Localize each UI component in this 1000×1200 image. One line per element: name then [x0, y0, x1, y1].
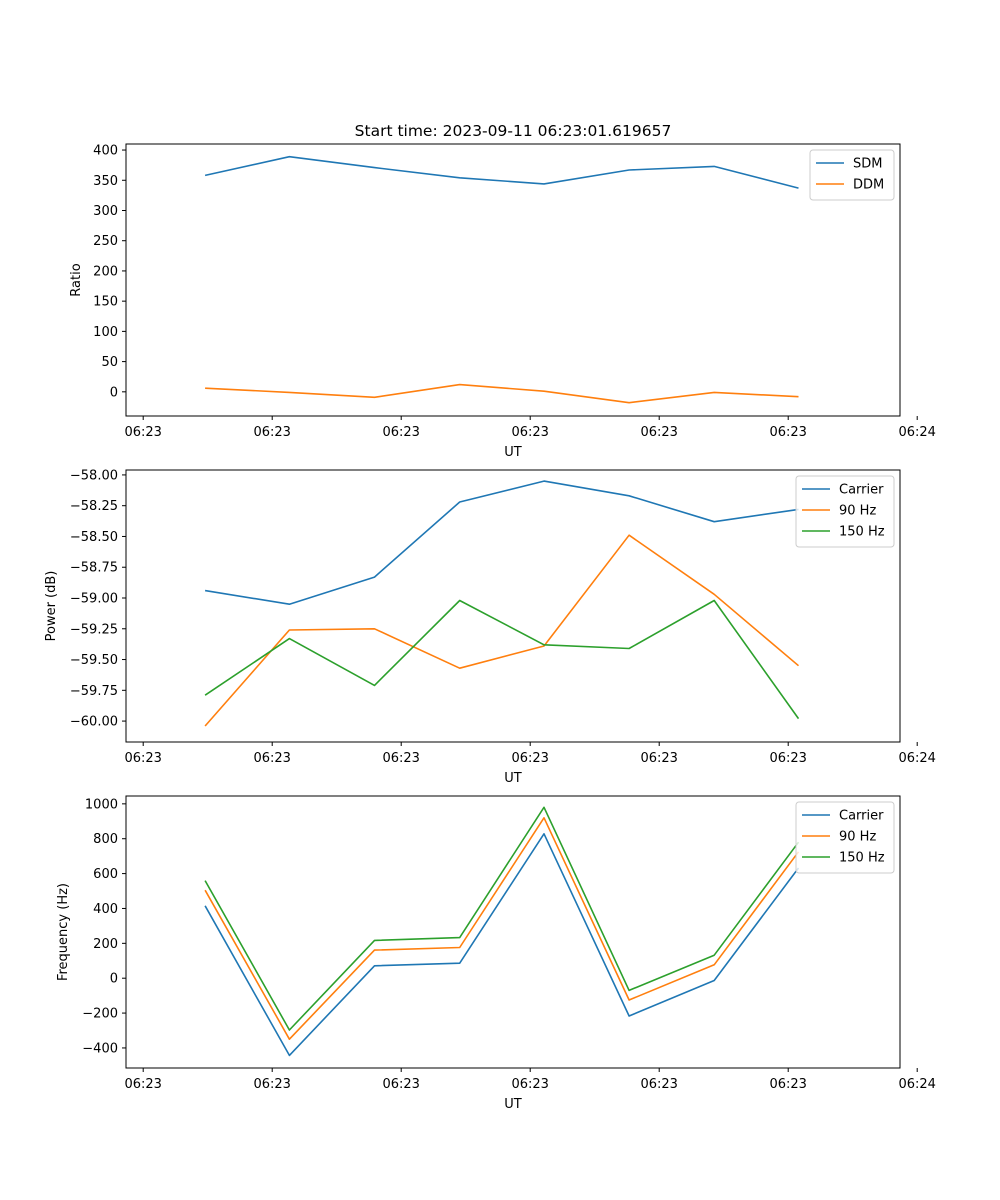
- chart-title: Start time: 2023-09-11 06:23:01.619657: [355, 122, 672, 140]
- series-group: [204, 806, 800, 1057]
- y-tick-label: 150: [93, 295, 118, 310]
- x-axis-label: UT: [504, 771, 522, 786]
- plot-frame: [125, 143, 901, 417]
- x-tick-label: 06:23: [124, 751, 161, 766]
- x-tick-label: 06:24: [898, 751, 935, 766]
- x-tick-label: 06:23: [640, 751, 677, 766]
- legend: Carrier 90 Hz 150 Hz: [795, 801, 895, 874]
- y-tick-label: 50: [101, 355, 118, 370]
- y-tick-label: 200: [93, 937, 118, 952]
- ratio-chart: Start time: 2023-09-11 06:23:01.619657 0…: [69, 122, 936, 460]
- series-line-90-hz: [204, 534, 800, 727]
- x-tick-label: 06:23: [511, 1077, 548, 1092]
- y-tick-label: −58.50: [70, 530, 118, 545]
- x-tick-label: 06:23: [511, 425, 548, 440]
- x-axis-label: UT: [504, 445, 522, 460]
- y-tick-label: 400: [93, 902, 118, 917]
- legend-label-sdm: SDM: [853, 157, 882, 172]
- y-tick-label: 800: [93, 832, 118, 847]
- y-tick-label: 600: [93, 867, 118, 882]
- x-tick-label: 06:23: [511, 751, 548, 766]
- legend: SDM DDM: [809, 149, 895, 201]
- x-tick-label: 06:23: [253, 1077, 290, 1092]
- x-tick-label: 06:23: [382, 751, 419, 766]
- x-tick-label: 06:23: [640, 1077, 677, 1092]
- y-tick-label: −400: [82, 1041, 118, 1056]
- y-tick-label: 1000: [85, 797, 118, 812]
- y-tick-label: −58.00: [70, 468, 118, 483]
- legend-label-carrier: Carrier: [839, 483, 884, 498]
- x-tick-label: 06:23: [124, 425, 161, 440]
- y-tick-label: 0: [110, 385, 118, 400]
- y-tick-label: 250: [93, 234, 118, 249]
- legend-label-150-hz: 150 Hz: [839, 525, 885, 540]
- series-line-150-hz: [204, 806, 800, 1031]
- y-axis-label: Ratio: [69, 263, 84, 296]
- x-tick-label: 06:23: [382, 425, 419, 440]
- series-line-150-hz: [204, 599, 800, 720]
- plot-frame: [125, 795, 901, 1069]
- y-tick-label: 300: [93, 204, 118, 219]
- y-tick-label: −58.25: [70, 499, 118, 514]
- y-tick-label: 100: [93, 325, 118, 340]
- legend-box: [795, 801, 895, 874]
- y-tick-label: −59.00: [70, 592, 118, 607]
- y-tick-label: −59.50: [70, 653, 118, 668]
- series-line-carrier: [204, 832, 800, 1057]
- series-group: [204, 480, 800, 727]
- x-tick-label: 06:23: [769, 425, 806, 440]
- series-line-ddm: [205, 383, 799, 404]
- y-axis-label: Frequency (Hz): [56, 883, 71, 981]
- x-tick-label: 06:23: [769, 1077, 806, 1092]
- y-tick-label: 0: [110, 972, 118, 987]
- legend-label-90-hz: 90 Hz: [839, 504, 876, 519]
- frequency-chart: 06:23 06:23 06:23 06:23 06:23 06:23 06:24 −400 −…: [56, 795, 936, 1112]
- y-tick-label: −200: [82, 1007, 118, 1022]
- series-line-sdm: [204, 155, 799, 189]
- x-tick-label: 06:24: [898, 425, 935, 440]
- y-tick-label: −60.00: [70, 715, 118, 730]
- x-tick-label: 06:24: [898, 1077, 935, 1092]
- series-line-carrier: [204, 480, 799, 606]
- legend: Carrier 90 Hz 150 Hz: [795, 475, 895, 548]
- series-line-90-hz: [204, 816, 800, 1040]
- y-tick-label: −59.75: [70, 684, 118, 699]
- x-tick-label: 06:23: [124, 1077, 161, 1092]
- x-axis-label: UT: [504, 1097, 522, 1112]
- series-group: [204, 155, 799, 404]
- x-tick-label: 06:23: [640, 425, 677, 440]
- plot-frame: [125, 469, 901, 743]
- x-tick-label: 06:23: [253, 425, 290, 440]
- x-tick-label: 06:23: [382, 1077, 419, 1092]
- legend-label-150-hz: 150 Hz: [839, 851, 885, 866]
- y-tick-label: 350: [93, 174, 118, 189]
- x-tick-label: 06:23: [253, 751, 290, 766]
- legend-label-90-hz: 90 Hz: [839, 830, 876, 845]
- y-tick-label: 400: [93, 144, 118, 159]
- y-tick-label: 200: [93, 264, 118, 279]
- power-chart: 06:23 06:23 06:23 06:23 06:23 06:23 06:24 −60.0…: [44, 468, 936, 786]
- y-tick-label: −59.25: [70, 622, 118, 637]
- legend-box: [795, 475, 895, 548]
- legend-label-carrier: Carrier: [839, 809, 884, 824]
- y-tick-label: −58.75: [70, 561, 118, 576]
- legend-label-ddm: DDM: [853, 178, 884, 193]
- y-axis-label: Power (dB): [44, 571, 59, 642]
- x-tick-label: 06:23: [769, 751, 806, 766]
